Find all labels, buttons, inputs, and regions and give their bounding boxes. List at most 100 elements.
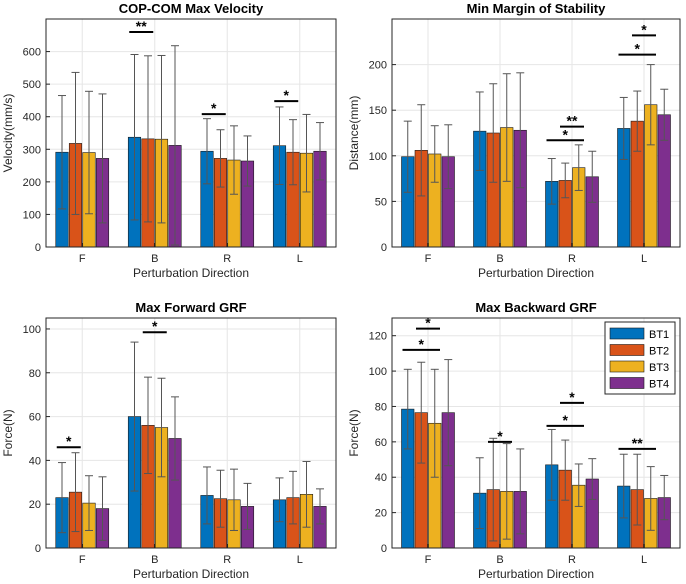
errorbar-bt4-r [588,458,597,500]
ytick-label-4: 80 [375,401,387,413]
ytick-label-2: 40 [375,472,387,484]
errorbar-bt3-f [430,125,439,183]
errorbar-bt2-l [633,453,642,526]
legend-swatch-bt2 [609,344,645,356]
errorbar-bt4-f [444,124,453,190]
ytick-label-1: 20 [29,499,41,511]
chart-title: Max Forward GRF [135,300,246,315]
ytick-label-4: 200 [369,60,387,72]
ytick-label-1: 100 [23,209,41,221]
ytick-label-1: 20 [375,508,387,520]
errorbar-bt3-l [646,466,655,531]
errorbar-bt1-f [403,368,412,450]
ytick-label-0: 0 [381,242,387,254]
axes-frame [391,18,681,248]
errorbar-bt1-l [619,96,628,160]
errorbar-bt1-l [275,477,284,523]
ytick-label-3: 150 [369,105,387,117]
errorbar-bt2-l [289,119,297,186]
significance-marker-3: * [635,41,641,57]
errorbar-bt3-r [574,463,583,507]
errorbar-bt2-f [417,361,426,464]
legend-label-bt4: BT4 [649,379,669,391]
ytick-label-2: 40 [29,455,41,467]
legend-label-bt2: BT2 [649,346,669,358]
errorbar-bt1-r [547,158,556,205]
errorbar-bt2-r [216,129,225,188]
ytick-label-2: 100 [369,151,387,163]
legend: BT1 BT2 BT3 BT4 [604,321,676,395]
errorbar-bt4-l [316,122,324,181]
significance-marker-4: * [641,21,647,37]
errorbar-bt3-f [85,475,93,531]
errorbar-bt3-r [230,468,238,531]
ytick-label-3: 60 [29,412,41,424]
errorbar-bt2-b [144,55,152,223]
x-axis-label: Perturbation Direction [133,567,249,581]
xtick-label-l: L [297,253,303,265]
xtick-label-f: F [425,554,432,566]
errorbar-bt4-f [98,476,107,541]
ytick-label-5: 100 [23,324,41,336]
ytick-label-5: 100 [369,366,387,378]
errorbar-bt4-f [98,93,107,224]
errorbar-bt1-r [203,466,211,525]
chart-title: Min Margin of Stability [467,1,606,16]
significance-marker-2: * [425,315,431,331]
chart-title: COP-COM Max Velocity [119,1,264,16]
xtick-label-b: B [496,253,503,265]
ytick-label-0: 0 [381,543,387,555]
errorbar-bt1-f [58,462,66,534]
errorbar-bt3-b [502,73,511,182]
x-axis-label: Perturbation Direction [478,266,594,280]
xtick-label-b: B [496,554,503,566]
significance-marker-4: * [563,412,569,428]
errorbar-bt1-f [58,95,66,210]
errorbar-bt1-b [475,91,484,171]
significance-marker-5: * [569,389,575,405]
ytick-label-6: 120 [369,331,387,343]
errorbar-bt4-r [243,135,252,187]
errorbar-bt2-b [144,376,152,475]
axes-frame [391,317,681,549]
errorbar-bt2-b [489,437,498,542]
significance-marker-3: * [497,428,503,444]
errorbar-bt4-l [660,474,669,521]
significance-marker-3: * [284,87,290,103]
errorbar-bt4-l [316,488,324,525]
significance-marker-2: ** [567,113,578,129]
errorbar-bt3-b [157,54,166,224]
errorbar-bt3-l [302,113,311,193]
xtick-label-f: F [425,253,432,265]
significance-marker-2: * [211,100,217,116]
xtick-label-r: R [568,554,576,566]
xtick-label-f: F [79,253,86,265]
ytick-label-2: 200 [23,177,41,189]
xtick-label-b: B [151,554,158,566]
significance-marker-6: ** [632,435,643,451]
errorbar-bt2-r [561,439,570,501]
legend-swatch-bt3 [609,360,645,373]
ytick-label-4: 400 [23,112,41,124]
axes-frame [45,18,337,248]
errorbar-bt2-b [489,83,498,183]
errorbar-bt3-f [430,368,439,478]
significance-marker-1: * [66,433,72,449]
legend-label-bt1: BT1 [649,329,669,341]
errorbar-bt3-f [85,90,93,215]
ytick-label-4: 80 [29,368,41,380]
chart-title: Max Backward GRF [475,300,596,315]
axes-frame [45,317,337,549]
ytick-label-3: 60 [375,437,387,449]
errorbar-bt4-b [171,45,179,246]
errorbar-bt4-f [444,359,453,467]
errorbar-bt1-b [475,457,484,530]
y-axis-label: Distance(mm) [347,96,361,171]
errorbar-bt2-f [417,104,426,197]
errorbar-bt4-b [516,448,525,535]
ytick-label-1: 50 [375,196,387,208]
errorbar-bt4-r [243,482,252,530]
